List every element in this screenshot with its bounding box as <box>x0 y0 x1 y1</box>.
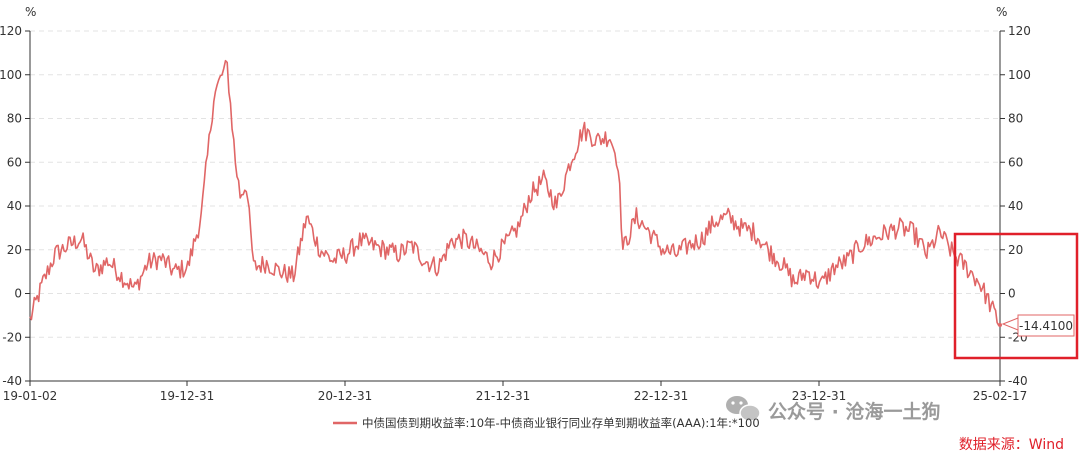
y-right-tick-label-7: 100 <box>1008 68 1031 82</box>
y-left-tick-label-8: 120 <box>0 24 22 38</box>
x-tick-label-3: 21-12-31 <box>476 389 530 403</box>
y-axis-right-unit: % <box>996 5 1007 19</box>
data-source: 数据来源：Wind <box>958 437 1064 453</box>
x-tick-label-5: 23-12-31 <box>792 389 846 403</box>
x-tick-label-0: 19-01-02 <box>3 389 57 403</box>
y-right-tick-label-4: 40 <box>1008 199 1023 213</box>
x-tick-label-1: 19-12-31 <box>160 389 214 403</box>
x-tick-label-6: 25-02-17 <box>973 389 1027 403</box>
y-right-tick-label-0: -40 <box>1008 374 1028 388</box>
y-left-tick-label-3: 20 <box>7 243 22 257</box>
wechat-icon <box>726 396 761 422</box>
callout-box <box>1017 314 1075 337</box>
y-left-tick-label-2: 0 <box>14 287 22 301</box>
x-axis-ticks: 19-01-02 19-12-31 20-12-31 21-12-31 22-12-31… <box>3 381 1027 403</box>
y-right-tick-label-3: 20 <box>1008 243 1023 257</box>
grid-lines <box>30 30 1000 338</box>
y-right-tick-label-5: 60 <box>1008 155 1023 169</box>
callout-label: -14.4100 <box>1019 319 1073 333</box>
y-left-tick-label-4: 40 <box>7 199 22 213</box>
y-left-tick-label-6: 80 <box>7 112 22 126</box>
y-left-tick-label-7: 100 <box>0 68 22 82</box>
legend: 中债国债到期收益率:10年-中债商业银行同业存单到期收益率(AAA):1年:*1… <box>333 416 760 430</box>
series-line-0 <box>29 59 1001 326</box>
series-layer <box>29 59 1002 328</box>
y-right-tick-label-6: 80 <box>1008 112 1023 126</box>
y-axis-left-unit: % <box>25 5 36 19</box>
y-right-tick-label-2: 0 <box>1008 287 1016 301</box>
y-left-tick-label-1: -20 <box>2 330 22 344</box>
y-left-tick-label-0: -40 <box>2 374 22 388</box>
last-value-callout: -14.4100 <box>1001 314 1075 337</box>
x-tick-label-2: 20-12-31 <box>318 389 372 403</box>
y-right-tick-label-8: 120 <box>1008 24 1031 38</box>
x-tick-label-4: 22-12-31 <box>634 389 688 403</box>
highlight-box <box>953 232 1079 360</box>
callout-pointer <box>1001 317 1019 331</box>
series-last-point <box>998 323 1002 328</box>
legend-label: 中债国债到期收益率:10年-中债商业银行同业存单到期收益率(AAA):1年:*1… <box>362 416 760 430</box>
y-axis-left-ticks: -40 -20 0 20 40 60 80 100 120 <box>0 24 30 388</box>
watermark: 公众号 · 沧海一土狗 <box>726 396 940 423</box>
y-left-tick-label-5: 60 <box>7 155 22 169</box>
watermark-text: 公众号 · 沧海一土狗 <box>768 400 940 423</box>
